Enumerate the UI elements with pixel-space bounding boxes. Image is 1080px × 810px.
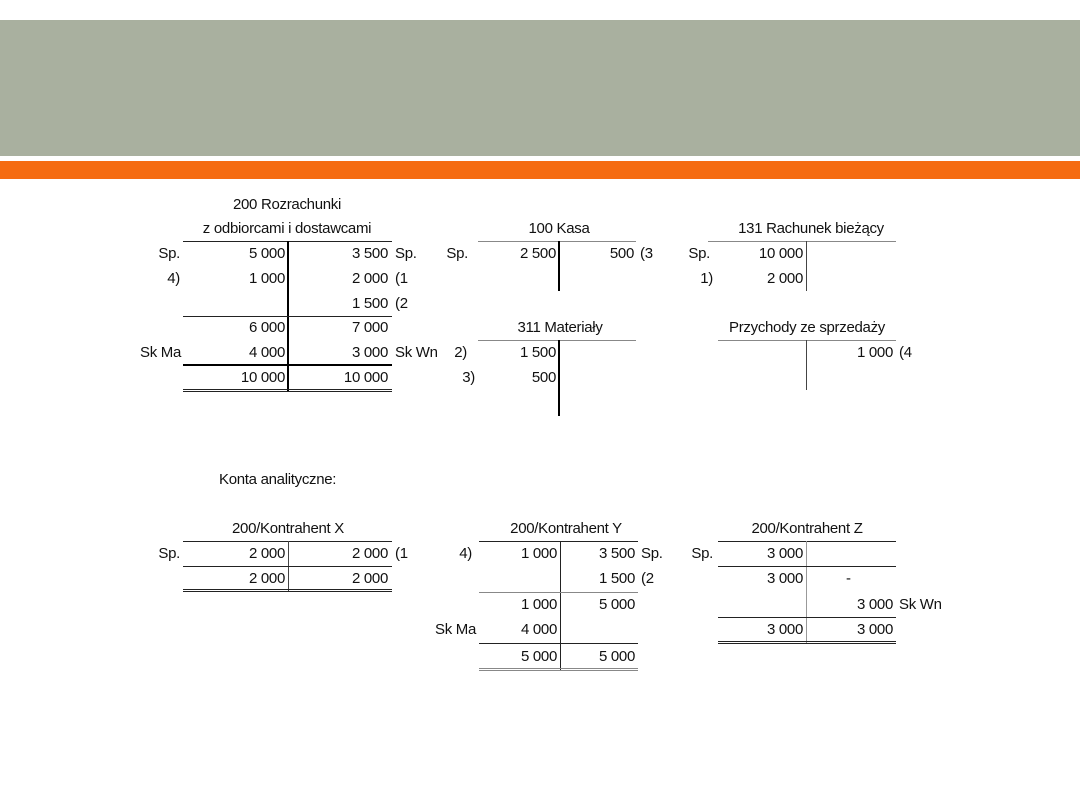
t-line: [718, 541, 896, 542]
debit-total: 3 000: [766, 621, 803, 638]
credit-total: 2 000: [351, 570, 388, 587]
total-line: [718, 617, 896, 618]
debit-value: 500: [531, 369, 556, 386]
label: (1: [395, 545, 408, 562]
label: Sk Ma: [139, 344, 181, 361]
account-title: 200/Kontrahent X: [232, 520, 344, 537]
account-title: 131 Rachunek bieżący: [738, 220, 884, 237]
credit-total: 5 000: [598, 648, 635, 665]
subtotal-line: [479, 592, 638, 593]
double-underline: [718, 641, 896, 644]
debit-value: 4 000: [248, 344, 285, 361]
double-underline: [183, 389, 392, 392]
label: (2: [641, 570, 654, 587]
t-line: [708, 241, 896, 242]
debit-value: 2 000: [248, 545, 285, 562]
subtotal-line: [183, 566, 392, 567]
label: Sk Wn: [395, 344, 438, 361]
t-divider: [806, 541, 807, 643]
label: (2: [395, 295, 408, 312]
credit-value: 3 500: [598, 545, 635, 562]
total-line: [479, 643, 638, 644]
t-divider: [560, 541, 561, 670]
credit-value: 1 500: [598, 570, 635, 587]
account-subtitle: z odbiorcami i dostawcami: [202, 220, 372, 237]
account-title: Przychody ze sprzedaży: [729, 319, 885, 336]
credit-value: 1 000: [856, 344, 893, 361]
account-title: 311 Materiały: [517, 319, 603, 336]
analytic-heading: Konta analityczne:: [219, 471, 337, 488]
t-divider: [806, 241, 807, 291]
label: Sp.: [395, 245, 417, 262]
t-divider: [806, 340, 807, 390]
t-line: [183, 541, 392, 542]
debit-value: 2 500: [519, 245, 556, 262]
label: 4): [167, 270, 180, 287]
t-divider: [558, 241, 560, 291]
debit-total: 6 000: [248, 319, 285, 336]
debit-value: 5 000: [248, 245, 285, 262]
credit-total: 3 000: [856, 621, 893, 638]
label: Sp.: [691, 545, 713, 562]
credit-total: 7 000: [351, 319, 388, 336]
label: Sp.: [688, 245, 710, 262]
debit-value: 1 000: [520, 545, 557, 562]
label: Sp.: [641, 545, 663, 562]
debit-total: 2 000: [248, 570, 285, 587]
credit-value: 2 000: [351, 270, 388, 287]
label: Sp.: [158, 245, 180, 262]
accent-stripe: [0, 161, 1080, 179]
header-band: [0, 20, 1080, 156]
debit-value: 1 500: [519, 344, 556, 361]
label: 3): [462, 369, 475, 386]
t-divider: [558, 340, 560, 416]
label: Sp.: [446, 245, 468, 262]
debit-value: 2 000: [766, 270, 803, 287]
t-line: [479, 541, 638, 542]
credit-value: 1 500: [351, 295, 388, 312]
subtotal-line: [718, 566, 896, 567]
double-underline: [183, 589, 392, 592]
label: Sp.: [158, 545, 180, 562]
label: 4): [459, 545, 472, 562]
debit-total: 3 000: [766, 570, 803, 587]
credit-total: -: [846, 570, 851, 587]
total-line: [183, 364, 392, 366]
credit-total: 5 000: [598, 596, 635, 613]
label: 1): [700, 270, 713, 287]
label: (4: [899, 344, 912, 361]
credit-value: 2 000: [351, 545, 388, 562]
debit-value: 3 000: [766, 545, 803, 562]
debit-value: 10 000: [758, 245, 803, 262]
label: Sk Ma: [434, 621, 476, 638]
account-title: 200/Kontrahent Y: [510, 520, 622, 537]
account-title: 100 Kasa: [528, 220, 590, 237]
credit-value: 3 500: [351, 245, 388, 262]
label: (3: [640, 245, 653, 262]
debit-value: 4 000: [520, 621, 557, 638]
label: (1: [395, 270, 408, 287]
debit-value: 1 000: [248, 270, 285, 287]
credit-value: 3 000: [856, 596, 893, 613]
credit-total: 10 000: [343, 369, 388, 386]
debit-total: 1 000: [520, 596, 557, 613]
debit-total: 10 000: [240, 369, 285, 386]
double-underline: [479, 668, 638, 671]
t-line: [478, 241, 636, 242]
debit-total: 5 000: [520, 648, 557, 665]
label: Sk Wn: [899, 596, 942, 613]
label: 2): [454, 344, 467, 361]
subtotal-line: [183, 316, 392, 317]
t-line: [718, 340, 896, 341]
t-line: [478, 340, 636, 341]
credit-value: 500: [609, 245, 634, 262]
account-title: 200/Kontrahent Z: [751, 520, 863, 537]
credit-value: 3 000: [351, 344, 388, 361]
account-title: 200 Rozrachunki: [232, 196, 342, 213]
